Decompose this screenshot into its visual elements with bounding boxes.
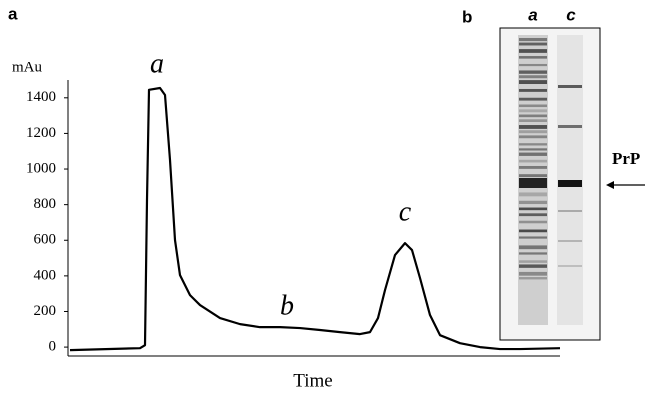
band (519, 153, 547, 156)
band (519, 38, 547, 41)
band (519, 70, 547, 73)
band (519, 260, 547, 263)
band (519, 174, 547, 177)
band (558, 265, 582, 267)
band (519, 166, 547, 169)
y-tick-label: 200 (34, 303, 57, 319)
annotation: a (150, 48, 164, 79)
band (519, 75, 547, 78)
y-tick-label: 400 (34, 267, 57, 283)
y-tick-label: 0 (49, 339, 57, 355)
y-tick-label: 1400 (26, 89, 56, 105)
y-tick-label: 800 (34, 196, 57, 212)
band (519, 64, 547, 66)
annotation: c (399, 196, 412, 227)
band (519, 43, 547, 46)
band (558, 210, 582, 212)
band (519, 105, 547, 108)
band (558, 240, 582, 242)
band (519, 252, 547, 254)
lane-label: a (528, 5, 537, 24)
band (519, 148, 547, 150)
gel-frame (500, 28, 600, 340)
band (519, 208, 547, 211)
band (519, 115, 547, 118)
band (519, 56, 547, 59)
line (70, 88, 560, 350)
y-tick-label: 1000 (26, 160, 56, 176)
band (519, 213, 547, 216)
band (519, 89, 547, 92)
y-tick-label: 600 (34, 232, 57, 248)
x-axis-label: Time (293, 370, 332, 391)
band-label: PrP (612, 149, 640, 168)
band (519, 221, 547, 224)
band (519, 201, 547, 204)
band (519, 130, 547, 133)
band (558, 180, 582, 187)
band (519, 119, 547, 122)
band (519, 272, 547, 276)
band (519, 230, 547, 233)
arrow (606, 181, 645, 189)
lane-label: c (566, 5, 576, 24)
gel-image (500, 28, 600, 340)
band (519, 98, 547, 101)
annotation: b (280, 290, 294, 321)
panel-label: a (8, 4, 18, 23)
gel-panel-label: b (462, 7, 472, 26)
band (558, 125, 582, 128)
band (519, 236, 547, 238)
band (519, 277, 547, 279)
band (519, 125, 547, 129)
band (519, 49, 547, 53)
band (519, 192, 547, 196)
band (558, 85, 582, 88)
figure: a mAu Time b a c PrP 0 200 400 600 800 1000 12… (0, 0, 655, 395)
band (519, 160, 547, 163)
band (519, 109, 547, 112)
band (519, 80, 547, 84)
band (519, 245, 547, 249)
band (519, 143, 547, 145)
band (519, 178, 547, 188)
band (519, 264, 547, 267)
y-unit-label: mAu (12, 59, 43, 75)
band (519, 135, 547, 138)
y-tick-label: 1200 (26, 125, 56, 141)
